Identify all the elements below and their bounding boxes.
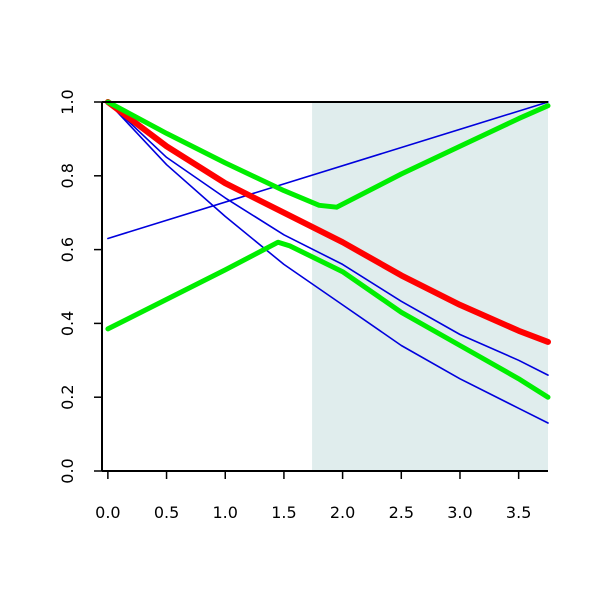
x-tick-label: 0.0 <box>95 503 120 522</box>
y-tick-label: 0.6 <box>58 237 77 262</box>
series-line-4 <box>104 99 551 345</box>
x-tick-label: 2.5 <box>389 503 414 522</box>
x-tick-label: 2.0 <box>330 503 355 522</box>
series-line-6 <box>105 239 551 400</box>
y-tick-label: 0.0 <box>58 458 77 483</box>
y-tick-label: 0.2 <box>58 384 77 409</box>
x-tick-label: 1.5 <box>271 503 296 522</box>
series-line-1 <box>107 101 549 240</box>
y-tick-label: 0.4 <box>58 311 77 336</box>
y-tick-label: 0.8 <box>58 163 77 188</box>
series-layer <box>104 99 551 424</box>
series-line-5 <box>105 99 551 210</box>
series-line-3 <box>107 101 549 424</box>
x-tick-label: 1.0 <box>213 503 238 522</box>
x-tick-label: 3.5 <box>506 503 531 522</box>
x-tick-label: 0.5 <box>154 503 179 522</box>
y-tick-label: 1.0 <box>58 89 77 114</box>
ticks-layer: 0.0 0.5 1.0 1.5 2.0 2.5 3.0 3.5 0.0 0.2 0.4 0.6 0.8 1… <box>58 89 531 522</box>
axes-layer <box>101 101 548 472</box>
series-line-2 <box>107 101 549 376</box>
x-tick-label: 3.0 <box>447 503 472 522</box>
